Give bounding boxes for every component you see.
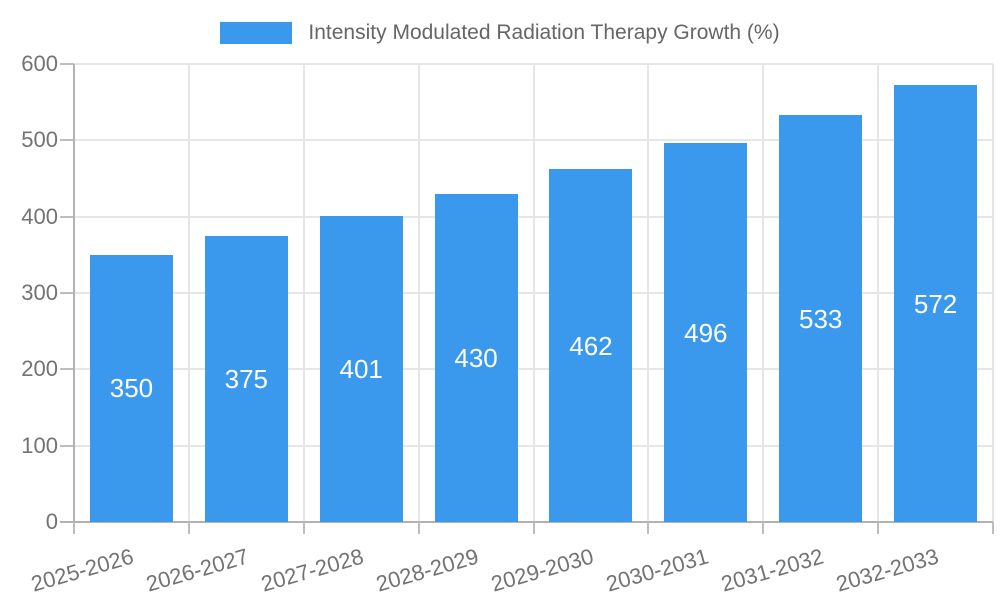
y-axis-tick-label: 600 (21, 51, 58, 76)
y-axis-tick-label: 200 (21, 356, 58, 382)
x-gridline (532, 64, 535, 522)
bar-value-label: 430 (454, 342, 498, 373)
bar-value-label: 462 (569, 330, 613, 361)
x-gridline (417, 64, 420, 522)
x-gridline (647, 64, 650, 522)
y-axis-tick (60, 139, 74, 142)
x-gridline (877, 64, 880, 522)
bar-2030-2031[interactable] (664, 143, 748, 522)
x-axis-tick (992, 522, 994, 534)
y-axis-tick-label: 0 (45, 509, 58, 534)
x-axis-line (60, 521, 993, 523)
bar-2028-2029[interactable] (434, 193, 518, 522)
x-gridline (992, 64, 994, 522)
y-axis-line (73, 64, 75, 522)
x-axis-tick (532, 522, 535, 534)
x-axis-tick (762, 522, 765, 534)
y-axis-tick-label: 100 (21, 432, 58, 458)
y-axis-tick (60, 292, 74, 294)
legend-item[interactable]: Intensity Modulated Radiation Therapy Gr… (220, 20, 780, 46)
y-axis-tick-label: 300 (21, 280, 58, 305)
bar-value-label: 375 (224, 363, 268, 394)
y-axis-tick-label: 500 (21, 127, 58, 153)
x-axis-tick (187, 522, 190, 534)
bar-value-label: 572 (913, 288, 958, 319)
x-gridline (187, 64, 190, 522)
x-gridline (302, 64, 305, 522)
bar-2031-2032[interactable] (779, 115, 863, 522)
y-axis-tick (60, 444, 74, 447)
bar-2026-2027[interactable] (204, 235, 288, 522)
legend-swatch-icon (220, 22, 293, 44)
y-axis-tick (60, 63, 74, 65)
x-axis-tick (417, 522, 420, 534)
x-axis-tick (73, 522, 75, 534)
x-gridline (762, 64, 765, 522)
bar-value-label: 350 (109, 373, 154, 404)
bar-2032-2033[interactable] (894, 85, 978, 522)
bar-value-label: 401 (339, 353, 383, 384)
legend-label: Intensity Modulated Radiation Therapy Gr… (308, 21, 780, 44)
x-axis-tick (302, 522, 305, 534)
bar-2025-2026[interactable] (89, 254, 173, 522)
bar-value-label: 533 (798, 303, 843, 334)
x-axis-tick (877, 522, 880, 534)
bar-2027-2028[interactable] (319, 215, 403, 522)
y-axis-tick-label: 400 (21, 203, 58, 229)
bar-value-label: 496 (684, 317, 728, 348)
y-axis-tick (60, 215, 74, 218)
y-axis-tick (60, 368, 74, 371)
x-axis-tick (647, 522, 650, 534)
bar-2029-2030[interactable] (549, 169, 633, 522)
chart-legend: Intensity Modulated Radiation Therapy Gr… (0, 18, 1000, 48)
